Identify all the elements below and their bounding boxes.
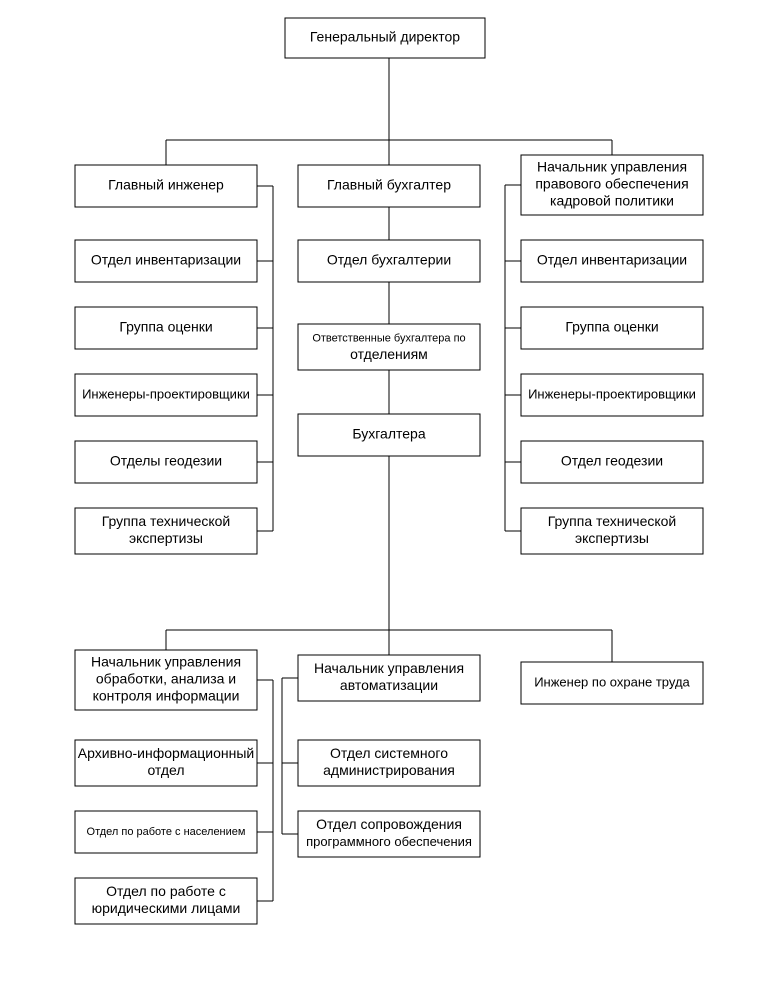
org-node-label: экспертизы	[575, 530, 649, 546]
org-node-root: Генеральный директор	[285, 18, 485, 58]
org-node-label: Группа технической	[102, 513, 231, 529]
org-node-e0: Начальник управленияавтоматизации	[298, 655, 480, 701]
org-node-label: Отдел системного	[330, 745, 448, 761]
org-node-b0: Главный бухгалтер	[298, 165, 480, 207]
org-node-label: отделениям	[350, 346, 428, 362]
org-node-d3: Отдел по работе сюридическими лицами	[75, 878, 257, 924]
org-node-label: Отдел геодезии	[561, 453, 663, 469]
org-node-c4: Отдел геодезии	[521, 441, 703, 483]
org-node-label: обработки, анализа и	[96, 671, 236, 687]
org-node-label: Группа технической	[548, 513, 677, 529]
org-node-label: Главный инженер	[108, 177, 224, 193]
org-node-label: контроля информации	[93, 688, 240, 704]
org-node-c1: Отдел инвентаризации	[521, 240, 703, 282]
org-node-label: программного обеспечения	[306, 834, 472, 849]
org-node-label: Бухгалтера	[352, 426, 425, 442]
org-node-c5: Группа техническойэкспертизы	[521, 508, 703, 554]
org-node-label: Начальник управления	[537, 159, 687, 175]
org-node-label: экспертизы	[129, 530, 203, 546]
org-node-e2: Отдел сопровождения программного обеспече…	[298, 811, 480, 857]
org-node-label: Инженеры-проектировщики	[82, 386, 250, 401]
org-node-label: Отдел бухгалтерии	[327, 252, 451, 268]
org-node-d2: Отдел по работе с населением	[75, 811, 257, 853]
org-node-a3: Инженеры-проектировщики	[75, 374, 257, 416]
org-node-label: Отдел по работе с	[106, 883, 226, 899]
org-node-c3: Инженеры-проектировщики	[521, 374, 703, 416]
org-node-c0: Начальник управленияправового обеспечени…	[521, 155, 703, 215]
org-node-label: Группа оценки	[119, 319, 212, 335]
org-node-e1: Отдел системногоадминистрирования	[298, 740, 480, 786]
org-node-c2: Группа оценки	[521, 307, 703, 349]
org-node-label: Архивно-информационный	[78, 745, 254, 761]
org-node-b2: Ответственные бухгалтера по отделениям	[298, 324, 480, 370]
org-node-label: Инженер по охране труда	[534, 674, 690, 689]
org-node-label: Отдел инвентаризации	[91, 252, 241, 268]
org-node-label: Начальник управления	[91, 654, 241, 670]
org-node-a2: Группа оценки	[75, 307, 257, 349]
org-node-label: кадровой политики	[550, 193, 674, 209]
org-node-d1: Архивно-информационныйотдел	[75, 740, 257, 786]
org-node-a0: Главный инженер	[75, 165, 257, 207]
org-node-label: отдел	[147, 762, 184, 778]
org-node-a4: Отделы геодезии	[75, 441, 257, 483]
org-node-label: Главный бухгалтер	[327, 177, 451, 193]
org-node-label: администрирования	[323, 762, 455, 778]
org-node-label: Отдел инвентаризации	[537, 252, 687, 268]
org-node-label: юридическими лицами	[92, 900, 241, 916]
org-node-d0: Начальник управленияобработки, анализа и…	[75, 650, 257, 710]
org-node-label: Инженеры-проектировщики	[528, 386, 696, 401]
org-node-label: Ответственные бухгалтера по	[312, 332, 465, 344]
org-node-label: Отделы геодезии	[110, 453, 222, 469]
org-node-f0: Инженер по охране труда	[521, 662, 703, 704]
org-node-label: Генеральный директор	[310, 29, 460, 45]
org-node-b1: Отдел бухгалтерии	[298, 240, 480, 282]
org-node-a1: Отдел инвентаризации	[75, 240, 257, 282]
org-node-label: Отдел сопровождения	[316, 816, 462, 832]
org-node-label: автоматизации	[340, 677, 438, 693]
org-node-label: Группа оценки	[565, 319, 658, 335]
org-node-label: правового обеспечения	[535, 176, 688, 192]
org-node-b3: Бухгалтера	[298, 414, 480, 456]
org-node-label: Начальник управления	[314, 660, 464, 676]
org-chart: Генеральный директор Главный инженер Отдел…	[0, 0, 769, 985]
org-node-a5: Группа техническойэкспертизы	[75, 508, 257, 554]
org-node-label: Отдел по работе с населением	[87, 826, 246, 838]
